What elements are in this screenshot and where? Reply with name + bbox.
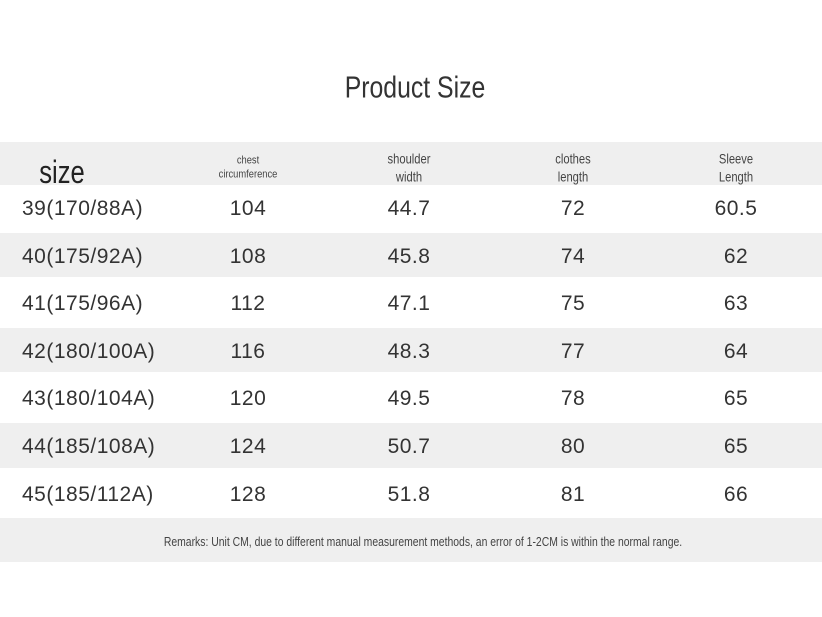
header-line: width — [395, 168, 423, 184]
value-cell: 124 — [229, 434, 267, 458]
remarks: Remarks: Unit CM, due to different manua… — [163, 533, 683, 549]
header-cell: size — [34, 152, 91, 192]
header-band — [0, 142, 822, 185]
value-cell: 47.1 — [387, 292, 431, 316]
value-cell: 65 — [723, 387, 749, 411]
value-cell: 128 — [229, 482, 267, 506]
value-cell: 64 — [723, 339, 749, 363]
value-cell: 65 — [723, 434, 749, 458]
value-cell: 108 — [229, 244, 267, 268]
remarks-wrap: Remarks: Unit CM, due to different manua… — [99, 534, 747, 550]
header-cell: shoulder width — [382, 151, 436, 186]
value-cell: 120 — [229, 387, 267, 411]
size-cell: 43(180/104A) — [22, 387, 156, 411]
row-band — [0, 232, 822, 278]
title: Product Size — [344, 69, 486, 105]
header-line: shoulder — [387, 150, 431, 167]
value-cell: 45.8 — [387, 244, 431, 268]
header-line: circumference — [218, 168, 278, 180]
value-cell: 116 — [230, 339, 266, 363]
row-band — [0, 423, 822, 468]
value-cell: 72 — [560, 196, 586, 220]
header-line: size — [39, 154, 85, 190]
header-cell: clothes length — [551, 151, 595, 186]
header-line: Sleeve — [718, 150, 754, 167]
value-cell: 44.7 — [387, 196, 431, 220]
value-cell: 63 — [723, 292, 749, 316]
value-cell: 80 — [560, 434, 586, 458]
header-cell: Sleeve Length — [715, 151, 758, 186]
size-cell: 42(180/100A) — [22, 339, 156, 363]
value-cell: 62 — [723, 244, 749, 268]
value-cell: 78 — [560, 387, 586, 411]
value-cell: 75 — [560, 292, 586, 316]
value-cell: 66 — [723, 482, 749, 506]
row-band — [0, 327, 822, 373]
value-cell: 48.3 — [387, 339, 431, 363]
value-cell: 112 — [230, 292, 266, 316]
size-cell: 45(185/112A) — [22, 482, 154, 506]
value-cell: 77 — [560, 339, 586, 363]
value-cell: 50.7 — [387, 434, 431, 458]
title-wrap: Product Size — [327, 69, 503, 108]
value-cell: 51.8 — [387, 482, 431, 506]
size-cell: 44(185/108A) — [22, 434, 156, 458]
value-cell: 49.5 — [387, 387, 431, 411]
size-cell: 40(175/92A) — [22, 244, 144, 268]
header-line: chest — [236, 154, 260, 167]
value-cell: 81 — [560, 482, 586, 506]
value-cell: 74 — [560, 244, 586, 268]
value-cell: 104 — [229, 196, 267, 220]
remarks-band — [0, 518, 822, 562]
header-line: length — [557, 168, 589, 184]
header-cell: chest circumference — [213, 154, 282, 182]
header-line: Length — [718, 168, 754, 184]
size-cell: 39(170/88A) — [22, 196, 144, 220]
header-line: clothes — [555, 150, 591, 167]
value-cell: 60.5 — [714, 196, 758, 220]
size-cell: 41(175/96A) — [22, 292, 144, 316]
